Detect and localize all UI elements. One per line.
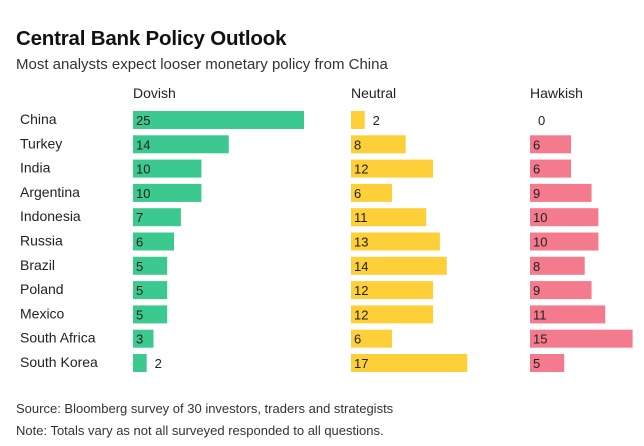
bar-neutral (351, 281, 434, 300)
category-label: South Africa (20, 330, 96, 346)
bar-hawkish (530, 329, 633, 348)
data-label: 8 (533, 259, 540, 274)
category-label: South Korea (20, 354, 98, 370)
data-label: 5 (136, 307, 143, 322)
data-label: 9 (533, 186, 540, 201)
data-label: 2 (373, 113, 380, 128)
bar-hawkish (530, 159, 572, 178)
data-label: 3 (136, 332, 143, 347)
data-label: 13 (354, 235, 368, 250)
bar-neutral (351, 305, 434, 324)
chart-title: Central Bank Policy Outlook (16, 27, 287, 50)
data-label: 6 (533, 162, 540, 177)
data-label: 7 (136, 210, 143, 225)
data-label: 14 (136, 137, 150, 152)
category-label: Russia (20, 233, 63, 249)
category-label: India (20, 160, 51, 176)
bar-dovish (133, 329, 154, 348)
bar-hawkish (530, 305, 606, 324)
bar-dovish (133, 281, 168, 300)
data-label: 12 (354, 162, 368, 177)
data-label: 8 (354, 137, 361, 152)
bar-hawkish (530, 354, 565, 372)
data-label: 2 (155, 356, 162, 371)
legend-hawkish: Hawkish (530, 85, 583, 101)
data-label: 12 (354, 307, 368, 322)
category-label: Argentina (20, 184, 80, 200)
bar-neutral (351, 183, 393, 202)
data-label: 15 (533, 332, 547, 347)
category-label: Poland (20, 281, 64, 297)
bar-dovish (133, 208, 181, 227)
bar-neutral (351, 111, 365, 129)
bar-dovish (133, 159, 202, 178)
data-label: 17 (354, 356, 368, 371)
bar-neutral (351, 159, 434, 178)
data-label: 6 (354, 332, 361, 347)
bar-dovish (133, 135, 229, 154)
category-label: Mexico (20, 305, 65, 321)
footnote: Note: Totals vary as not all surveyed re… (16, 423, 384, 438)
bar-hawkish (530, 183, 592, 202)
bar-dovish (133, 111, 304, 129)
data-label: 5 (136, 259, 143, 274)
data-label: 6 (354, 186, 361, 201)
bar-dovish (133, 183, 202, 202)
data-label: 9 (533, 283, 540, 298)
bar-dovish (133, 232, 175, 251)
data-label: 6 (136, 235, 143, 250)
category-label: China (20, 111, 57, 127)
data-label: 10 (136, 186, 150, 201)
bar-neutral (351, 135, 406, 154)
bar-dovish (133, 256, 168, 275)
bar-hawkish (530, 256, 585, 275)
data-label: 12 (354, 283, 368, 298)
category-label: Indonesia (20, 208, 81, 224)
data-label: 25 (136, 113, 150, 128)
legend-neutral: Neutral (351, 85, 396, 101)
data-label: 11 (533, 307, 547, 322)
category-label: Turkey (20, 135, 62, 151)
bar-neutral (351, 256, 447, 275)
bar-neutral (351, 232, 440, 251)
chart-subtitle: Most analysts expect looser monetary pol… (16, 56, 388, 73)
bar-neutral (351, 354, 468, 372)
bar-dovish (133, 305, 168, 324)
data-label: 6 (533, 137, 540, 152)
data-label: 0 (538, 113, 545, 128)
bar-neutral (351, 329, 393, 348)
bar-chart: Dovish Neutral Hawkish China Turkey India Arge… (20, 85, 633, 372)
bar-hawkish (530, 208, 599, 227)
bar-neutral (351, 208, 427, 227)
legend-dovish: Dovish (133, 85, 176, 101)
data-label: 10 (136, 162, 150, 177)
data-label: 5 (136, 283, 143, 298)
source-note: Source: Bloomberg survey of 30 investors… (16, 401, 394, 416)
category-label: Brazil (20, 257, 55, 273)
bar-dovish (133, 354, 147, 372)
bar-hawkish (530, 135, 572, 154)
bar-hawkish (530, 232, 599, 251)
data-label: 10 (533, 210, 547, 225)
data-label: 10 (533, 235, 547, 250)
data-label: 14 (354, 259, 368, 274)
bar-hawkish (530, 281, 592, 300)
data-label: 11 (354, 210, 368, 225)
data-label: 5 (533, 356, 540, 371)
